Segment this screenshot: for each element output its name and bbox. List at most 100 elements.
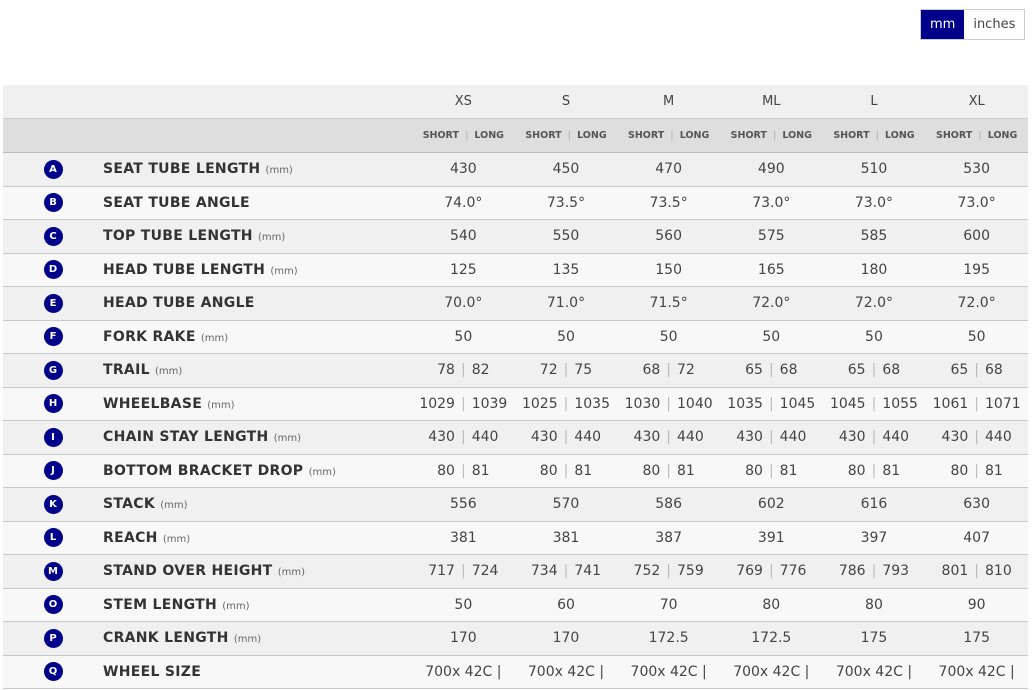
value-cell: 70 [617,588,720,622]
value-short: 65 [847,362,866,379]
value-cell: 530 [925,152,1028,187]
badge-cell: A [3,152,103,187]
value-short: 1030 [624,395,661,412]
value-short: 68 [642,362,661,379]
short-long-header: SHORT | LONG [412,118,515,153]
value-short: 575 [757,228,785,245]
value-short: 387 [655,529,682,546]
value-long: 440 [677,429,704,446]
row-label-text: HEAD TUBE LENGTH [103,261,266,278]
units-inches-button[interactable]: inches [973,17,1016,32]
separator: | [563,429,569,446]
value-short: 50 [454,328,473,345]
value-long: 741 [574,563,602,580]
value-cell: 1045 | 1055 [822,387,926,421]
value-short: 560 [655,228,682,245]
value-short: 700x 42C | [527,663,605,680]
value-short: 430 [530,429,558,446]
separator: | [768,362,774,379]
long-label: LONG [782,130,812,141]
separator: | [871,395,877,412]
value-cell: 80 [822,588,926,622]
value-short: 125 [449,261,477,278]
row-label: STEM LENGTH (mm) [103,588,412,622]
value-cell: 180 [822,253,926,287]
value-short: 1029 [419,395,455,412]
table-row: F FORK RAKE (mm) 50 50 50 50 50 50 [3,320,1028,354]
value-short: 80 [539,462,558,479]
separator: | [460,462,466,479]
value-cell: 1025 | 1035 [514,387,618,421]
value-long: 1035 [574,395,610,412]
value-short: 700x 42C | [835,663,913,680]
value-short: 1035 [727,395,763,412]
table-row: B SEAT TUBE ANGLE 74.0° 73.5° 73.5° 73.0° 73.0… [3,186,1028,220]
value-short: 616 [860,496,888,513]
value-cell: 80 | 81 [822,454,926,488]
value-short: 1061 [932,395,969,412]
value-short: 786 [838,563,866,580]
value-cell: 391 [719,521,823,555]
value-short: 60 [557,596,575,613]
row-label: HEAD TUBE LENGTH (mm) [103,253,412,287]
value-long: 440 [985,429,1012,446]
value-cell: 387 [617,521,720,555]
value-cell: 73.0° [925,186,1028,220]
short-long-header: SHORT | LONG [514,118,618,153]
value-short: 135 [552,261,580,278]
value-cell: 73.5° [617,186,720,220]
row-letter-badge: B [43,193,63,213]
value-cell: 407 [925,521,1028,555]
row-unit: (mm) [154,366,183,378]
separator: | [871,563,877,580]
value-cell: 50 [925,320,1028,354]
value-long: 440 [882,429,910,446]
value-cell: 700x 42C | [514,655,618,689]
value-cell: 430 | 440 [925,420,1028,455]
row-unit: (mm) [233,634,262,646]
units-mm-button[interactable]: mm [921,10,965,39]
row-letter-badge: M [43,561,63,581]
value-long: 1055 [882,395,918,412]
value-cell: 575 [719,219,823,254]
value-cell: 490 [719,152,823,187]
value-short: 73.0° [752,194,791,211]
value-cell: 72.0° [822,286,926,321]
table-row: E HEAD TUBE ANGLE 70.0° 71.0° 71.5° 72.0° 72.0… [3,286,1028,321]
short-label: SHORT [936,130,973,141]
row-label-text: HEAD TUBE ANGLE [103,295,255,312]
row-letter-badge: J [43,461,63,481]
size-header: XL [925,85,1028,119]
row-label: REACH (mm) [103,521,412,555]
table-row: C TOP TUBE LENGTH (mm) 540 550 560 575 585 600 [3,219,1028,254]
value-long: 68 [882,362,901,379]
value-cell: 1035 | 1045 [719,387,823,421]
row-unit: (mm) [207,399,235,411]
table-row: D HEAD TUBE LENGTH (mm) 125 135 150 165 180 195 [3,253,1028,287]
row-label: TOP TUBE LENGTH (mm) [103,219,412,254]
value-short: 172.5 [751,630,792,647]
row-unit: (mm) [200,332,229,344]
value-short: 585 [860,228,888,245]
value-cell: 65 | 68 [822,353,926,388]
value-cell: 78 | 82 [412,353,515,388]
value-cell: 1029 | 1039 [412,387,515,421]
table-row: P CRANK LENGTH (mm) 170 170 172.5 172.5 175 175 [3,621,1028,656]
row-unit: (mm) [160,500,188,512]
row-label: WHEEL SIZE [103,655,412,689]
value-cell: 1030 | 1040 [617,387,720,421]
value-cell: 602 [719,487,823,522]
value-short: 70 [659,596,678,613]
separator: | [666,395,671,412]
value-short: 1045 [829,395,866,412]
separator: | [875,130,880,141]
table-row: H WHEELBASE (mm) 1029 | 1039 1025 | 1035 1030 | 10… [3,387,1028,421]
badge-cell: Q [3,655,103,689]
row-unit: (mm) [270,265,298,277]
value-long: 68 [985,362,1003,379]
value-cell: 172.5 [617,621,720,656]
value-cell: 540 [412,219,515,254]
value-short: 65 [950,362,969,379]
value-short: 175 [963,630,990,647]
long-label: LONG [679,130,710,141]
